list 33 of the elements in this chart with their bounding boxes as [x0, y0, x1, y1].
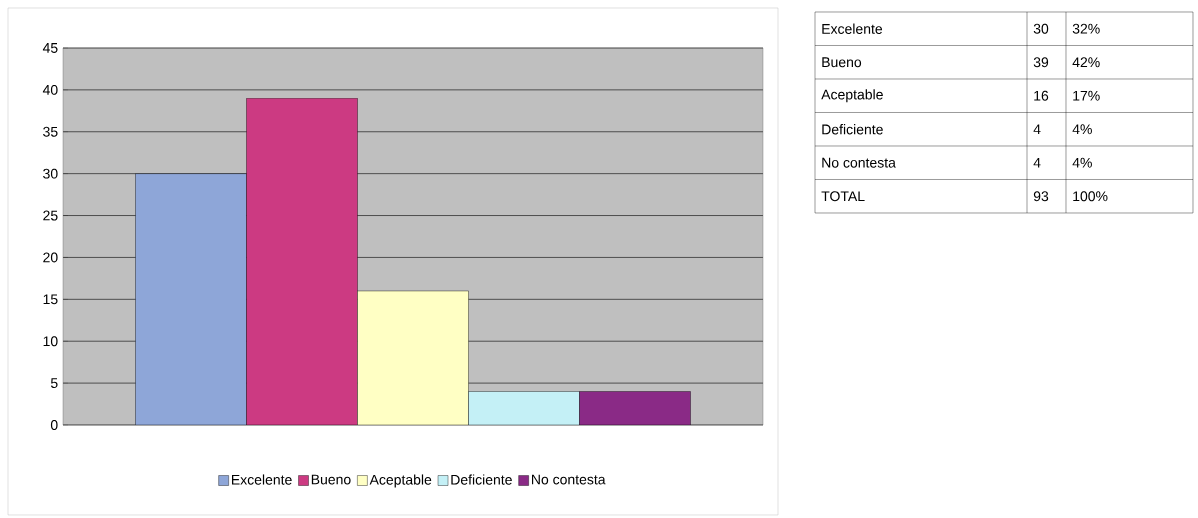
y-tick-label: 45 — [42, 43, 58, 53]
text: 39 — [1033, 57, 1049, 68]
text: 42% — [1072, 57, 1100, 68]
text: 4% — [1072, 124, 1092, 135]
legend-label: No contesta — [532, 474, 606, 485]
y-tick-label: 5 — [50, 378, 58, 388]
y-tick-label: 15 — [43, 294, 58, 305]
text: TOTAL — [821, 191, 865, 202]
y-tick-label: 25 — [43, 210, 58, 221]
text: 4 — [1033, 157, 1041, 168]
y-tick-label: 40 — [42, 84, 58, 95]
legend-label: Aceptable — [369, 474, 432, 488]
text: 93 — [1033, 191, 1049, 202]
text: Excelente — [822, 23, 883, 34]
text: Bueno — [822, 57, 862, 68]
text: 17% — [1073, 90, 1100, 101]
text: 100% — [1073, 191, 1108, 202]
legend-label: Excelente — [232, 474, 292, 485]
y-tick-label: 0 — [50, 420, 58, 430]
text: 4% — [1072, 157, 1092, 168]
legend-label: Deficiente — [451, 474, 512, 485]
text: 30 — [1033, 23, 1049, 34]
y-tick-label: 10 — [43, 336, 58, 347]
text: Aceptable — [821, 89, 883, 103]
text: 4 — [1033, 124, 1041, 135]
legend-label: Bueno — [311, 474, 351, 485]
y-tick-label: 20 — [43, 252, 58, 263]
y-tick-label: 35 — [43, 126, 58, 137]
text: No contesta — [822, 157, 896, 168]
y-tick-label: 30 — [43, 168, 58, 179]
text: 16 — [1034, 90, 1049, 101]
text: 32% — [1072, 23, 1100, 34]
text: Deficiente — [822, 124, 883, 135]
